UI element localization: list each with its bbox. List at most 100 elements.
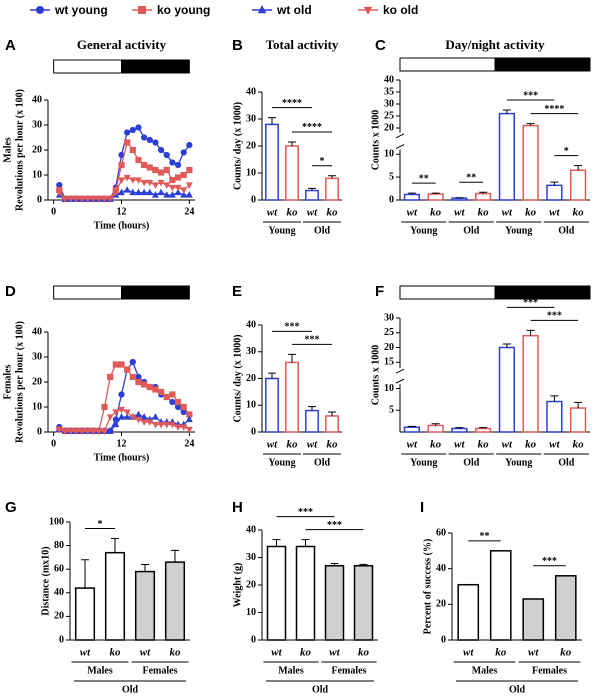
data-point bbox=[157, 146, 165, 154]
data-point bbox=[185, 415, 193, 423]
data-point bbox=[101, 196, 108, 203]
bar bbox=[522, 124, 539, 201]
bar bbox=[74, 587, 96, 641]
bar bbox=[266, 545, 287, 641]
data-point bbox=[118, 406, 125, 414]
data-point bbox=[169, 159, 176, 166]
bar bbox=[403, 193, 420, 201]
y-tick-label: 10 bbox=[384, 148, 394, 159]
y-tick-label: 0 bbox=[441, 634, 446, 645]
data-point bbox=[124, 366, 131, 373]
y-tick-label: 30 bbox=[246, 113, 256, 124]
bar bbox=[498, 112, 515, 201]
y-axis-label: Weight (g) bbox=[232, 563, 243, 608]
data-point bbox=[95, 196, 103, 203]
data-point bbox=[151, 421, 159, 429]
data-point bbox=[174, 398, 182, 406]
data-point bbox=[135, 378, 142, 386]
group-label: Old bbox=[314, 457, 331, 468]
error-bar bbox=[288, 141, 296, 146]
x-tick-label: ko bbox=[573, 207, 585, 219]
x-tick-label: wt bbox=[329, 647, 340, 659]
data-point bbox=[129, 373, 136, 381]
group-label: Young bbox=[268, 457, 295, 468]
data-point bbox=[146, 164, 153, 171]
x-tick-label: ko bbox=[478, 207, 490, 219]
error-bar bbox=[141, 563, 149, 572]
x-tick-label: wt bbox=[307, 439, 318, 451]
error-bar bbox=[550, 395, 559, 402]
data-point bbox=[129, 414, 137, 421]
bar bbox=[324, 565, 345, 641]
data-point bbox=[72, 196, 80, 203]
light-phase bbox=[399, 57, 496, 72]
error-bar bbox=[526, 329, 535, 336]
dark-phase bbox=[121, 59, 190, 74]
bar bbox=[265, 377, 279, 433]
y-tick-label: 0 bbox=[37, 194, 42, 205]
group-label: Old bbox=[558, 225, 575, 236]
data-point bbox=[163, 166, 170, 174]
panel-letter: A bbox=[5, 37, 16, 54]
data-point bbox=[112, 420, 120, 428]
error-bar bbox=[502, 109, 511, 114]
error-bar bbox=[308, 187, 316, 191]
data-point bbox=[163, 182, 171, 189]
light-phase bbox=[53, 59, 122, 74]
data-point bbox=[107, 373, 114, 381]
data-point bbox=[157, 188, 165, 196]
data-point bbox=[123, 186, 131, 193]
data-point bbox=[169, 391, 176, 398]
significance-label: ** bbox=[419, 173, 429, 184]
error-bar bbox=[431, 423, 440, 426]
y-axis-label: Counts/ day (x 1000) bbox=[232, 102, 243, 190]
panel-title: Day/night activity bbox=[445, 37, 545, 52]
significance-label: * bbox=[98, 519, 103, 530]
x-tick-label: wt bbox=[80, 647, 91, 659]
bar bbox=[554, 575, 577, 641]
y-tick-label: 10 bbox=[246, 400, 256, 411]
bar bbox=[295, 545, 316, 641]
group-label: Old bbox=[558, 457, 575, 468]
data-point bbox=[101, 428, 108, 436]
y-tick-label: 10 bbox=[32, 401, 42, 412]
data-point bbox=[135, 188, 142, 196]
y-tick-label: 25 bbox=[384, 110, 394, 121]
data-point bbox=[129, 358, 136, 366]
data-point bbox=[168, 421, 176, 429]
x-tick-label: wt bbox=[463, 647, 474, 659]
data-point bbox=[84, 428, 92, 436]
x-tick-label: wt bbox=[454, 207, 465, 219]
data-point bbox=[118, 161, 125, 169]
data-point bbox=[135, 156, 142, 164]
significance-label: *** bbox=[298, 507, 313, 518]
panel-title: Total activity bbox=[266, 37, 339, 52]
y-tick-label: 40 bbox=[32, 326, 42, 337]
x-tick-label: ko bbox=[327, 439, 339, 451]
error-bar bbox=[81, 559, 89, 589]
x-tick-label: ko bbox=[110, 647, 122, 659]
data-point bbox=[55, 426, 63, 434]
y-tick-label: 0 bbox=[251, 194, 256, 205]
y-tick-label: 40 bbox=[32, 94, 42, 105]
data-point bbox=[106, 196, 114, 203]
data-point bbox=[186, 141, 193, 149]
data-point bbox=[84, 196, 92, 203]
y-axis-label: Counts/ day (x 1000) bbox=[232, 334, 243, 422]
data-point bbox=[135, 416, 142, 424]
x-axis-label: Time (hours) bbox=[94, 452, 150, 463]
error-bar bbox=[526, 123, 535, 126]
data-point bbox=[146, 136, 153, 144]
group-label: Young bbox=[410, 457, 437, 468]
data-point bbox=[185, 191, 193, 198]
data-point bbox=[140, 413, 148, 420]
light-phase bbox=[399, 285, 496, 300]
data-point bbox=[151, 413, 159, 420]
data-point bbox=[151, 191, 159, 198]
data-point bbox=[129, 177, 137, 184]
data-point bbox=[186, 166, 193, 174]
y-tick-label: 40 bbox=[246, 319, 256, 330]
bar bbox=[546, 400, 563, 433]
data-point bbox=[123, 413, 131, 420]
